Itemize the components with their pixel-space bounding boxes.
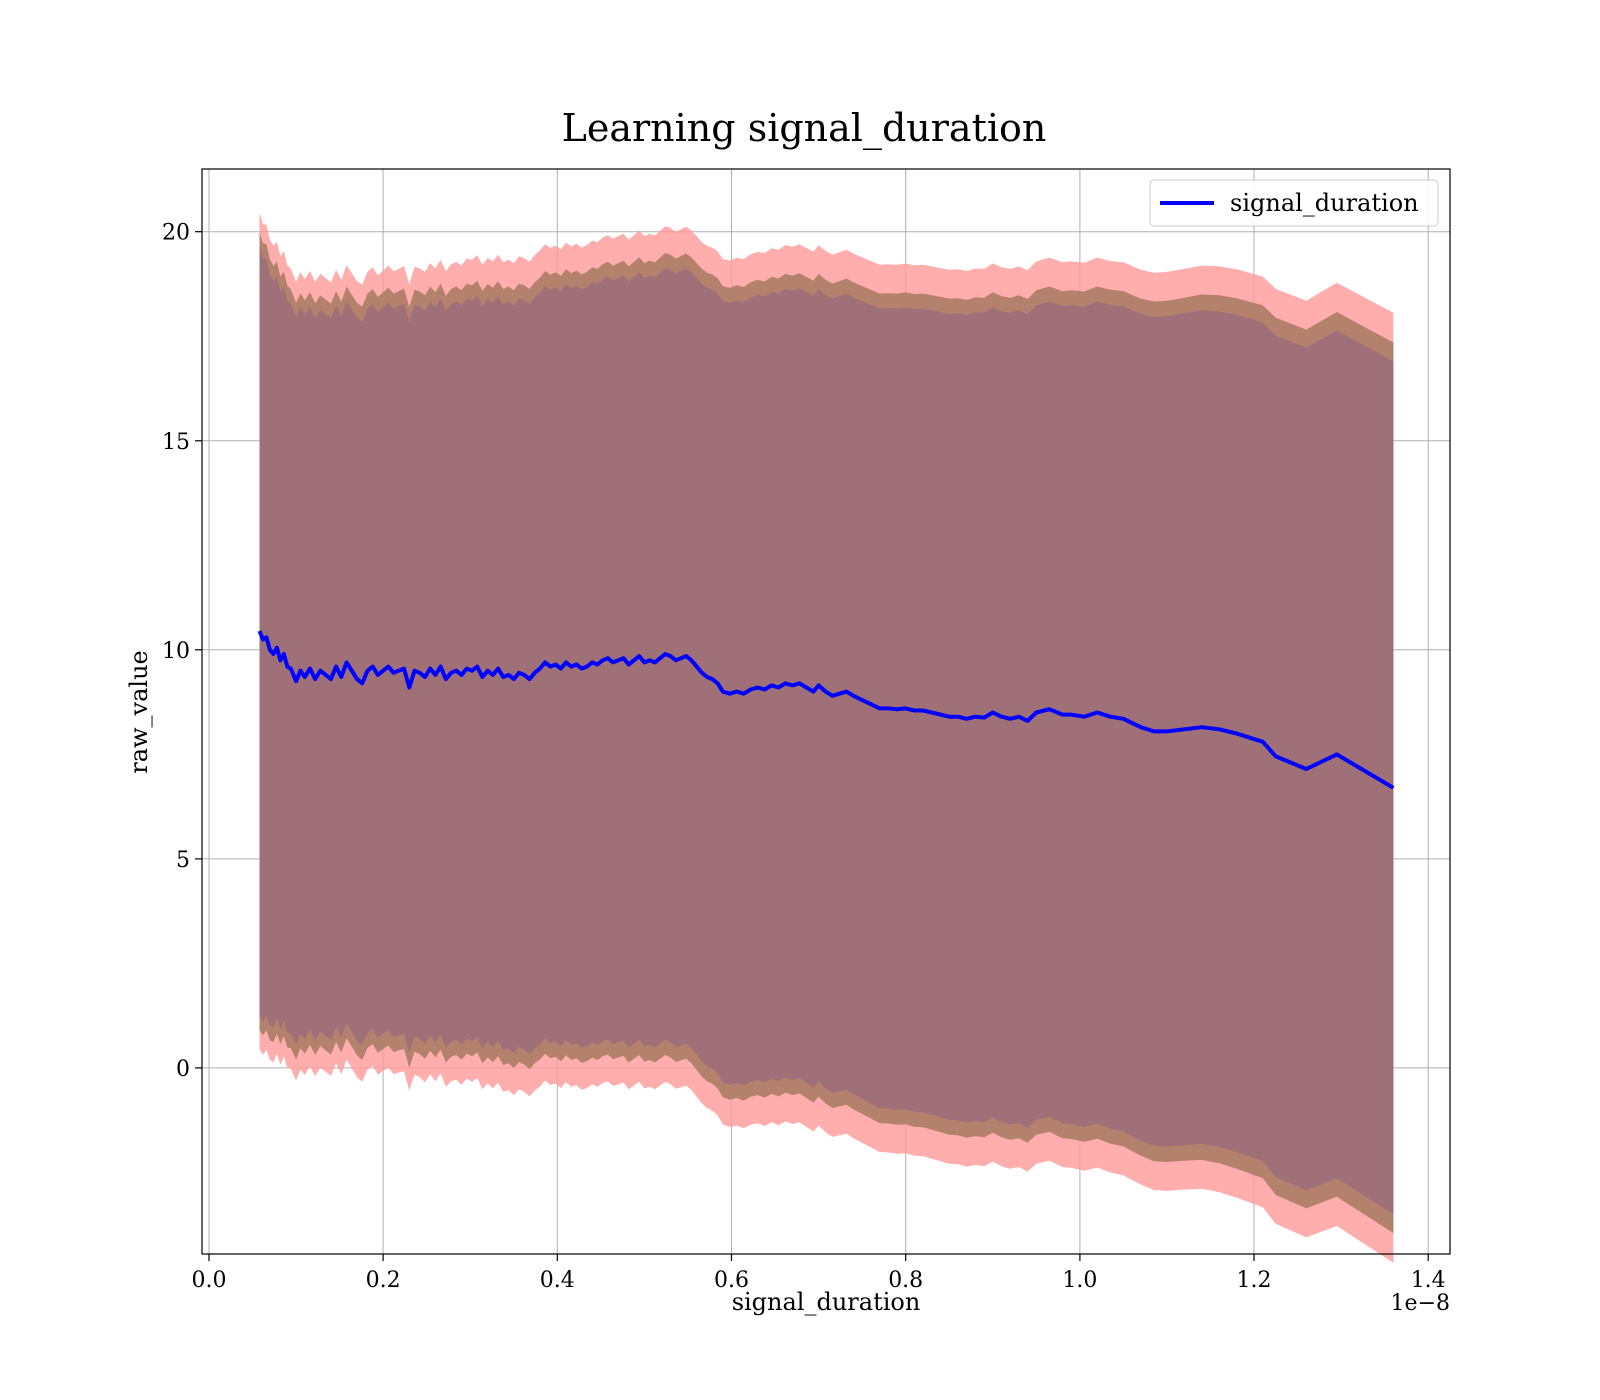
x-tick-label: 0.0	[192, 1268, 227, 1293]
y-tick-label: 10	[162, 639, 190, 664]
legend-label-signal-duration: signal_duration	[1230, 189, 1419, 217]
x-tick-label: 1.4	[1411, 1268, 1446, 1293]
legend-box	[1149, 179, 1439, 227]
y-tick-label: 0	[176, 1057, 190, 1082]
x-axis-offset-label: 1e−8	[1391, 1291, 1450, 1316]
x-tick-label: 0.6	[714, 1268, 749, 1293]
y-tick-label: 5	[176, 848, 190, 873]
x-axis-label: signal_duration	[732, 1288, 921, 1316]
y-tick-label: 20	[162, 221, 190, 246]
y-tick-label: 15	[162, 430, 190, 455]
uncertainty-bands	[259, 212, 1394, 1263]
x-tick-label: 0.8	[888, 1268, 923, 1293]
y-axis-label: raw_value	[125, 650, 153, 774]
chart-title: Learning signal_duration	[562, 106, 1047, 151]
x-tick-label: 1.2	[1237, 1268, 1272, 1293]
series-lines	[257, 630, 1395, 790]
x-tick-label: 0.2	[366, 1268, 401, 1293]
legend: signal_duration	[1149, 179, 1439, 227]
band-inner	[259, 246, 1394, 1215]
series-line-signal-duration	[257, 630, 1395, 790]
x-tick-label: 0.4	[540, 1268, 575, 1293]
x-tick-label: 1.0	[1062, 1268, 1097, 1293]
axis-ticks: 0.0 0.2 0.4 0.6 0.8 1.0 1.2 1.4 0 5 10 15 20	[162, 221, 1446, 1293]
plot-frame	[201, 168, 1451, 1255]
